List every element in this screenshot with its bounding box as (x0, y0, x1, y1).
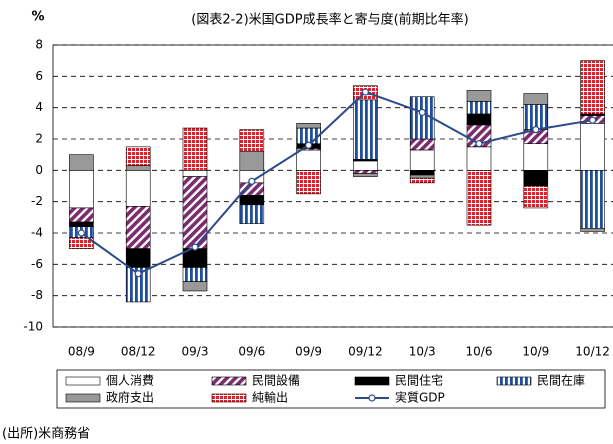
x-tick-label: 09/12 (348, 345, 383, 359)
bar-segment (182, 127, 208, 171)
plot-border (52, 44, 613, 328)
line-marker (305, 141, 313, 149)
bar-segment (353, 99, 378, 160)
bar-segment (580, 123, 605, 171)
x-tick-label: 10/3 (409, 345, 436, 359)
bar-segment (239, 204, 265, 224)
y-tick-label: -6 (31, 257, 43, 271)
legend-swatch (211, 393, 247, 403)
legend-label: 民間住宅 (395, 373, 443, 388)
bar-segment (466, 101, 492, 115)
y-tick-label: 2 (35, 132, 43, 146)
bar-segment (182, 281, 208, 292)
line-marker (532, 126, 540, 134)
legend-label: 個人消費 (106, 373, 154, 388)
bar-segment (182, 170, 208, 177)
bar-segment (580, 228, 605, 232)
x-tick-label: 10/9 (522, 345, 549, 359)
legend-swatch (496, 376, 532, 386)
bar-segment (296, 170, 321, 195)
y-label: % (31, 10, 44, 25)
bar-segment (239, 129, 265, 152)
x-tick-label: 08/12 (121, 345, 156, 359)
legend-swatch (211, 376, 247, 386)
bar-segment (125, 248, 151, 268)
legend-label: 実質GDP (395, 390, 445, 405)
bar-segment (296, 149, 321, 171)
y-tick-label: -10 (23, 320, 43, 334)
bar-segment (523, 143, 549, 171)
x-tick-label: 09/6 (238, 345, 265, 359)
line-marker (588, 116, 597, 124)
bar-segment (409, 138, 435, 151)
legend-swatch (368, 394, 376, 402)
y-tick-label: 4 (35, 100, 43, 114)
bar-segment (125, 165, 151, 171)
bar-segment (523, 93, 549, 105)
x-tick-label: 09/9 (295, 345, 322, 359)
source-note: (出所)米商務省 (2, 427, 90, 442)
legend-label: 政府支出 (106, 390, 154, 405)
x-tick-label: 09/3 (182, 345, 209, 359)
line-marker (77, 229, 86, 237)
bar-segment (580, 170, 605, 229)
bar-segment (69, 207, 94, 223)
bar-segment (69, 237, 94, 249)
bar-segment (69, 154, 94, 171)
bar-segment (353, 160, 378, 171)
y-tick-label: -4 (31, 226, 43, 240)
line (80, 90, 593, 275)
x-tick-label: 10/12 (575, 345, 610, 359)
bar-segment (239, 195, 265, 206)
y-tick-label: -2 (31, 194, 43, 208)
line-marker (134, 270, 142, 278)
bar-segment (353, 173, 378, 177)
line-marker (248, 177, 256, 185)
line-marker (361, 88, 369, 96)
bar-segment (69, 170, 94, 209)
x-tick-label: 08/9 (68, 345, 95, 359)
bar-segment (125, 206, 151, 249)
bar-segment (466, 146, 492, 171)
bar-segment (409, 149, 435, 171)
y-tick-label: 0 (35, 163, 43, 177)
bar-segment (182, 267, 208, 282)
legend-swatch (65, 376, 101, 386)
line-marker (191, 243, 199, 251)
line-marker (475, 140, 483, 148)
bar-segment (523, 104, 549, 130)
legend-label: 民間設備 (252, 373, 300, 388)
bar-segment (296, 127, 321, 145)
line-marker (418, 108, 426, 116)
bar-segment (296, 123, 321, 129)
bar-segment (409, 177, 435, 184)
legend-swatch (354, 376, 390, 386)
y-tick-label: 6 (35, 69, 43, 83)
legend-box (56, 369, 606, 409)
bar-segment (523, 170, 549, 187)
bar-segment (409, 174, 435, 179)
bar-segment (125, 170, 151, 207)
y-tick-label: 8 (35, 38, 43, 52)
bar-segment (353, 170, 378, 174)
legend-label: 民間在庫 (537, 374, 585, 388)
x-tick-label: 10/6 (466, 345, 493, 359)
bar-segment (523, 185, 549, 209)
bar-segment (466, 90, 492, 102)
bar-segment (125, 146, 151, 166)
bar-segment (466, 170, 492, 226)
bar-segment (239, 151, 265, 171)
chart-title: (図表2-2)米国GDP成長率と寄与度(前期比年率) (191, 12, 468, 28)
bar-segment (69, 221, 94, 228)
bar-segment (409, 170, 435, 176)
bar-segment (466, 113, 492, 126)
legend-swatch (65, 393, 101, 403)
y-tick-label: -8 (31, 288, 43, 302)
bar-segment (580, 60, 605, 115)
legend-label: 純輸出 (252, 390, 288, 405)
